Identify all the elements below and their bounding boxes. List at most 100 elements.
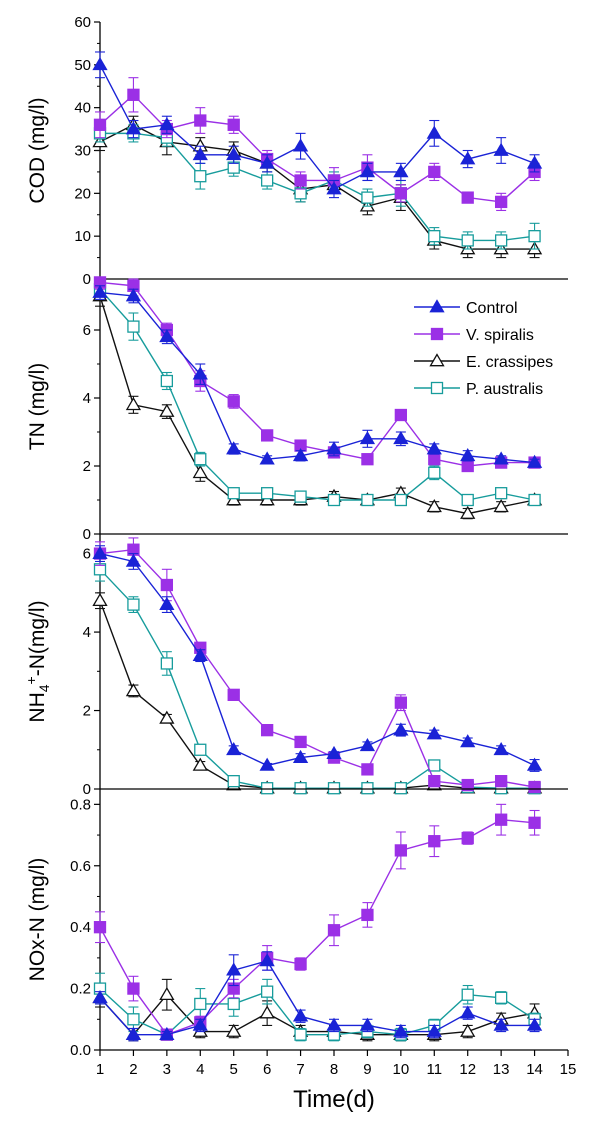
y-tick-label: 0.2 (70, 981, 91, 998)
data-point (226, 146, 242, 161)
x-axis-title: Time(d) (293, 1086, 375, 1113)
data-point (226, 962, 242, 976)
data-point (461, 778, 474, 792)
data-point (92, 990, 108, 1004)
y-tick-label: 0.6 (70, 858, 91, 875)
data-point (493, 741, 509, 756)
y-axis-title: COD (mg/l) (26, 97, 49, 203)
x-tick-label: 1 (96, 1061, 104, 1078)
data-point (192, 757, 208, 771)
data-point (361, 453, 374, 466)
y-tick-label: 20 (74, 185, 91, 202)
data-point (292, 138, 309, 152)
data-point (460, 448, 476, 462)
data-point (426, 441, 442, 455)
series-control (92, 545, 543, 772)
data-point (259, 155, 275, 169)
data-point (327, 782, 341, 795)
data-point (528, 493, 541, 507)
data-point (127, 982, 140, 995)
data-point (426, 499, 442, 513)
x-tick-label: 2 (129, 1061, 137, 1078)
data-point (393, 1023, 409, 1037)
data-point (526, 1017, 543, 1031)
data-point (494, 775, 508, 788)
data-point (92, 545, 108, 559)
series-control (92, 51, 543, 199)
series-v--spiralis (93, 537, 541, 794)
legend-marker (430, 381, 444, 395)
data-point (260, 429, 274, 442)
series-p--australis (93, 556, 541, 795)
data-point (227, 997, 240, 1011)
data-point (528, 780, 541, 794)
data-point (192, 465, 208, 479)
data-point (326, 441, 342, 455)
y-tick-label: 0.4 (70, 919, 91, 936)
legend-item: Control (414, 299, 518, 317)
data-point (393, 164, 409, 178)
legend-marker (429, 299, 445, 313)
data-point (428, 230, 441, 243)
x-tick-label: 4 (196, 1061, 204, 1078)
data-point (260, 782, 274, 795)
series-line (99, 93, 536, 203)
data-point (394, 493, 408, 507)
data-point (327, 924, 341, 937)
data-point (494, 234, 508, 247)
data-point (294, 782, 307, 795)
data-point (227, 688, 240, 701)
data-point (461, 459, 474, 473)
data-point (260, 724, 274, 737)
data-point (260, 985, 274, 998)
data-point (326, 181, 342, 195)
series-line (100, 132, 535, 242)
series-line (99, 818, 535, 1036)
series-e--crassipes (92, 592, 543, 794)
x-tick-label: 15 (560, 1061, 577, 1078)
data-point (361, 493, 374, 507)
panel-1: 0 10 20 30 40 50 60 COD (mg/l) (26, 14, 568, 288)
data-point (260, 487, 274, 500)
data-point (160, 578, 174, 592)
x-tick-label: 3 (163, 1061, 171, 1078)
data-point (526, 155, 543, 169)
y-tick-label: 0.8 (70, 796, 91, 813)
data-point (192, 647, 208, 661)
data-point (125, 683, 142, 697)
series-line (99, 600, 535, 789)
data-point (294, 735, 307, 749)
data-point (494, 813, 508, 826)
data-point (393, 722, 409, 736)
legend-marker (429, 353, 445, 367)
data-point (125, 553, 142, 567)
data-point (461, 191, 474, 204)
data-point (394, 408, 408, 422)
y-tick-label: 40 (74, 100, 91, 117)
y-tick-label: 0 (83, 271, 91, 288)
y-tick-label: 10 (74, 228, 91, 245)
data-point (361, 782, 374, 795)
legend-item: P. australis (414, 381, 543, 398)
data-point (194, 743, 207, 756)
data-point (292, 749, 309, 763)
data-point (260, 174, 274, 187)
series-control (92, 951, 543, 1042)
data-point (294, 957, 307, 971)
y-tick-label: 2 (83, 703, 91, 720)
x-tick-label: 7 (296, 1061, 304, 1078)
data-point (226, 1023, 242, 1037)
data-point (227, 395, 240, 408)
legend-label: V. spiralis (466, 327, 534, 344)
data-point (460, 505, 476, 519)
data-point (159, 1026, 175, 1040)
data-point (227, 775, 240, 788)
y-tick-label: 0.0 (70, 1042, 91, 1059)
data-point (428, 775, 441, 788)
x-tick-label: 14 (526, 1061, 543, 1078)
data-point (192, 366, 208, 380)
data-point (93, 921, 107, 934)
data-point (326, 745, 342, 760)
data-point (428, 453, 441, 466)
